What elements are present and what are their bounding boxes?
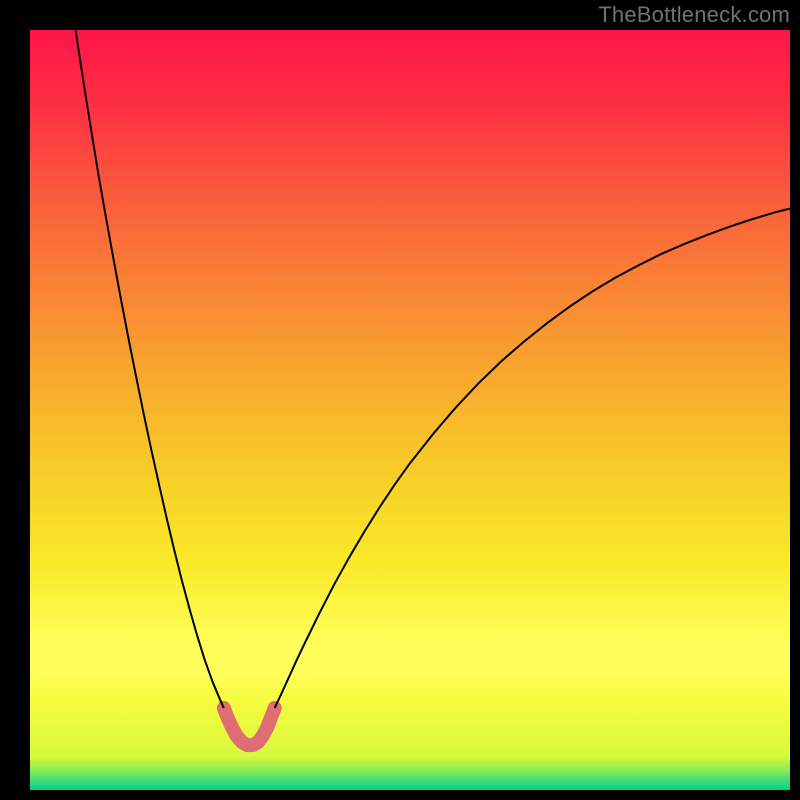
watermark-text: TheBottleneck.com bbox=[598, 2, 790, 28]
plot-area bbox=[30, 30, 790, 790]
chart-svg bbox=[30, 30, 790, 790]
gradient-background bbox=[30, 30, 790, 790]
